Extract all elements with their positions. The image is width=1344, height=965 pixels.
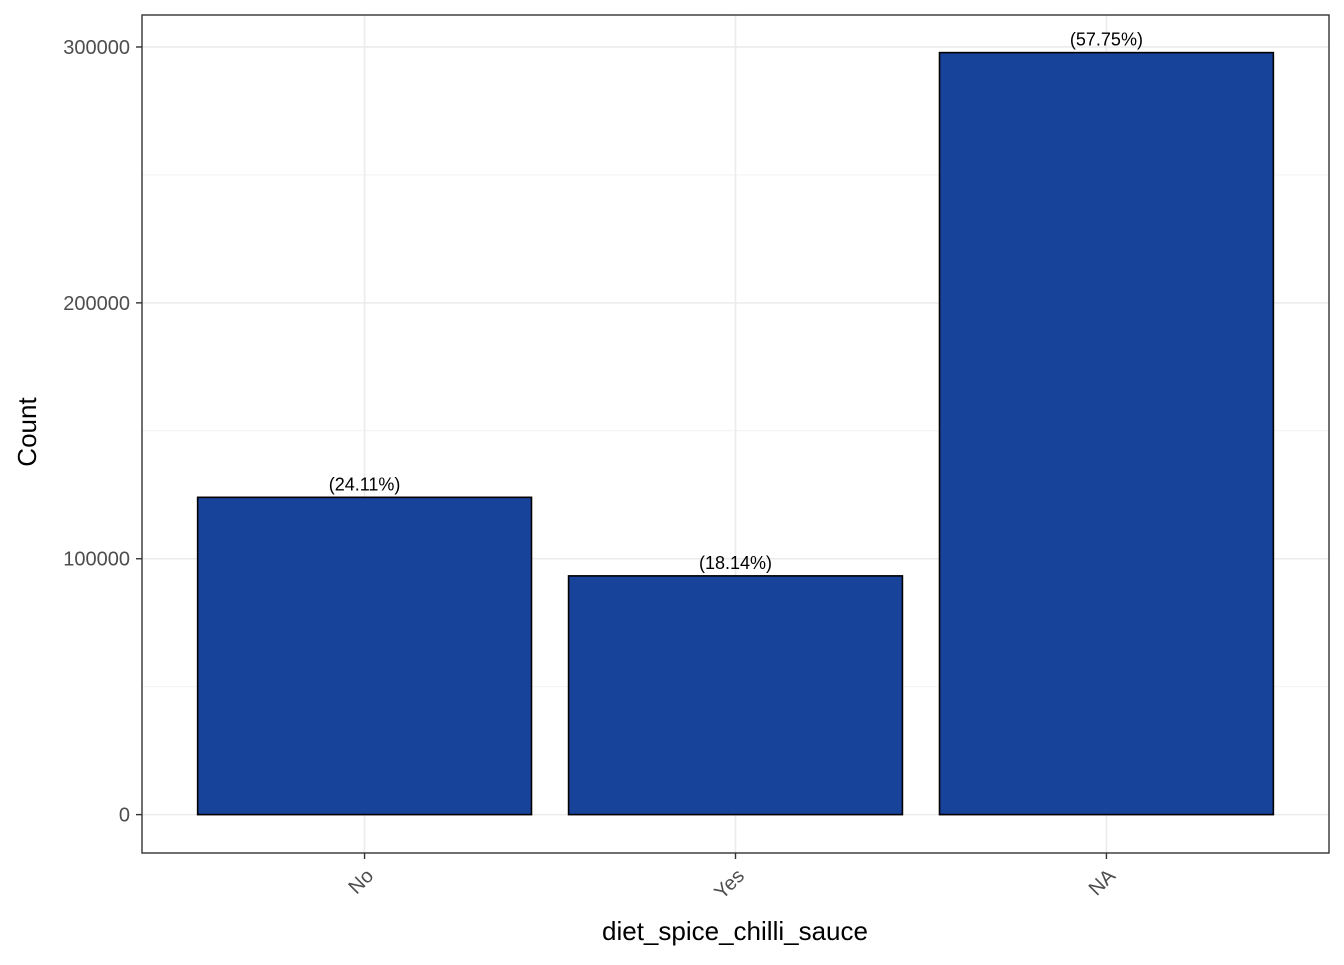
x-tick-label: NA: [1085, 865, 1121, 901]
bar-percent-label: (57.75%): [1070, 30, 1143, 50]
bar-labels: (24.11%) (18.14%) (57.75%): [329, 30, 1143, 573]
y-tick-label: 200000: [63, 293, 130, 315]
y-axis-title: Count: [12, 397, 42, 467]
x-tick-label: No: [344, 865, 378, 899]
x-axis: No Yes NA: [344, 853, 1120, 904]
bars: [196, 51, 1275, 816]
x-tick-label: Yes: [710, 865, 749, 904]
y-tick-label: 100000: [63, 549, 130, 571]
y-axis: 0 100000 200000 300000: [63, 37, 142, 827]
bar-percent-label: (18.14%): [699, 553, 772, 573]
bar-percent-label: (24.11%): [329, 474, 401, 494]
y-tick-label: 0: [119, 805, 130, 827]
bar-na: [938, 51, 1275, 816]
x-axis-title: diet_spice_chilli_sauce: [602, 916, 868, 946]
y-tick-label: 300000: [63, 37, 130, 59]
bar-yes: [567, 575, 904, 816]
bar-no: [196, 496, 533, 816]
